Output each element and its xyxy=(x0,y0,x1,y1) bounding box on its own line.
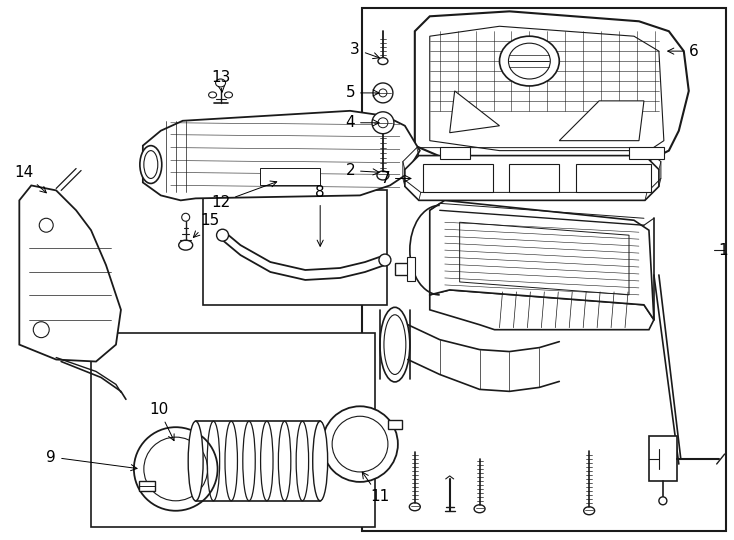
Ellipse shape xyxy=(509,43,550,79)
Text: 15: 15 xyxy=(193,213,220,238)
Bar xyxy=(203,191,387,305)
Circle shape xyxy=(39,218,53,232)
Text: 4: 4 xyxy=(346,115,379,130)
Ellipse shape xyxy=(378,58,388,65)
Circle shape xyxy=(378,118,388,128)
Bar xyxy=(388,420,402,429)
Circle shape xyxy=(33,322,49,338)
Text: 10: 10 xyxy=(149,402,174,441)
Ellipse shape xyxy=(178,240,192,250)
Ellipse shape xyxy=(217,229,228,241)
Ellipse shape xyxy=(140,146,161,184)
Polygon shape xyxy=(143,111,420,200)
Text: 2: 2 xyxy=(346,163,379,178)
Circle shape xyxy=(134,427,217,511)
Circle shape xyxy=(144,437,208,501)
Bar xyxy=(395,263,413,275)
Ellipse shape xyxy=(208,92,217,98)
Ellipse shape xyxy=(379,254,391,266)
Ellipse shape xyxy=(188,421,203,501)
Polygon shape xyxy=(430,290,654,330)
Bar xyxy=(649,436,677,481)
Bar xyxy=(440,147,470,159)
Text: 8: 8 xyxy=(316,185,325,246)
Ellipse shape xyxy=(380,307,410,382)
Circle shape xyxy=(332,416,388,472)
Text: 6: 6 xyxy=(668,44,699,59)
Ellipse shape xyxy=(584,507,595,515)
Polygon shape xyxy=(559,101,644,140)
Text: 9: 9 xyxy=(46,449,137,471)
Text: 3: 3 xyxy=(350,42,379,59)
Bar xyxy=(91,333,375,526)
Bar xyxy=(362,8,726,531)
Bar xyxy=(576,164,651,192)
Ellipse shape xyxy=(410,503,421,511)
Text: 13: 13 xyxy=(211,71,230,92)
Ellipse shape xyxy=(189,421,202,501)
Text: 14: 14 xyxy=(14,165,46,193)
Bar xyxy=(509,164,559,192)
Circle shape xyxy=(659,497,667,505)
Ellipse shape xyxy=(500,36,559,86)
Bar xyxy=(423,164,493,192)
Ellipse shape xyxy=(377,171,389,180)
Polygon shape xyxy=(415,11,688,166)
Polygon shape xyxy=(450,91,500,133)
Circle shape xyxy=(322,406,398,482)
Polygon shape xyxy=(405,156,659,200)
Ellipse shape xyxy=(384,315,406,374)
Circle shape xyxy=(379,89,387,97)
Ellipse shape xyxy=(313,421,327,501)
Bar xyxy=(407,257,415,281)
Ellipse shape xyxy=(144,151,158,179)
Text: 5: 5 xyxy=(346,85,379,100)
Bar xyxy=(629,147,664,159)
Polygon shape xyxy=(19,185,121,361)
Bar xyxy=(261,167,320,185)
Text: 11: 11 xyxy=(363,472,389,504)
Ellipse shape xyxy=(225,92,233,98)
Circle shape xyxy=(372,112,394,134)
Bar xyxy=(139,481,155,491)
Ellipse shape xyxy=(474,505,485,513)
Ellipse shape xyxy=(216,79,225,87)
Polygon shape xyxy=(430,200,654,320)
Circle shape xyxy=(373,83,393,103)
Text: 7: 7 xyxy=(380,171,411,186)
Text: 1: 1 xyxy=(719,242,728,258)
Text: 12: 12 xyxy=(211,181,277,210)
Ellipse shape xyxy=(182,213,189,221)
